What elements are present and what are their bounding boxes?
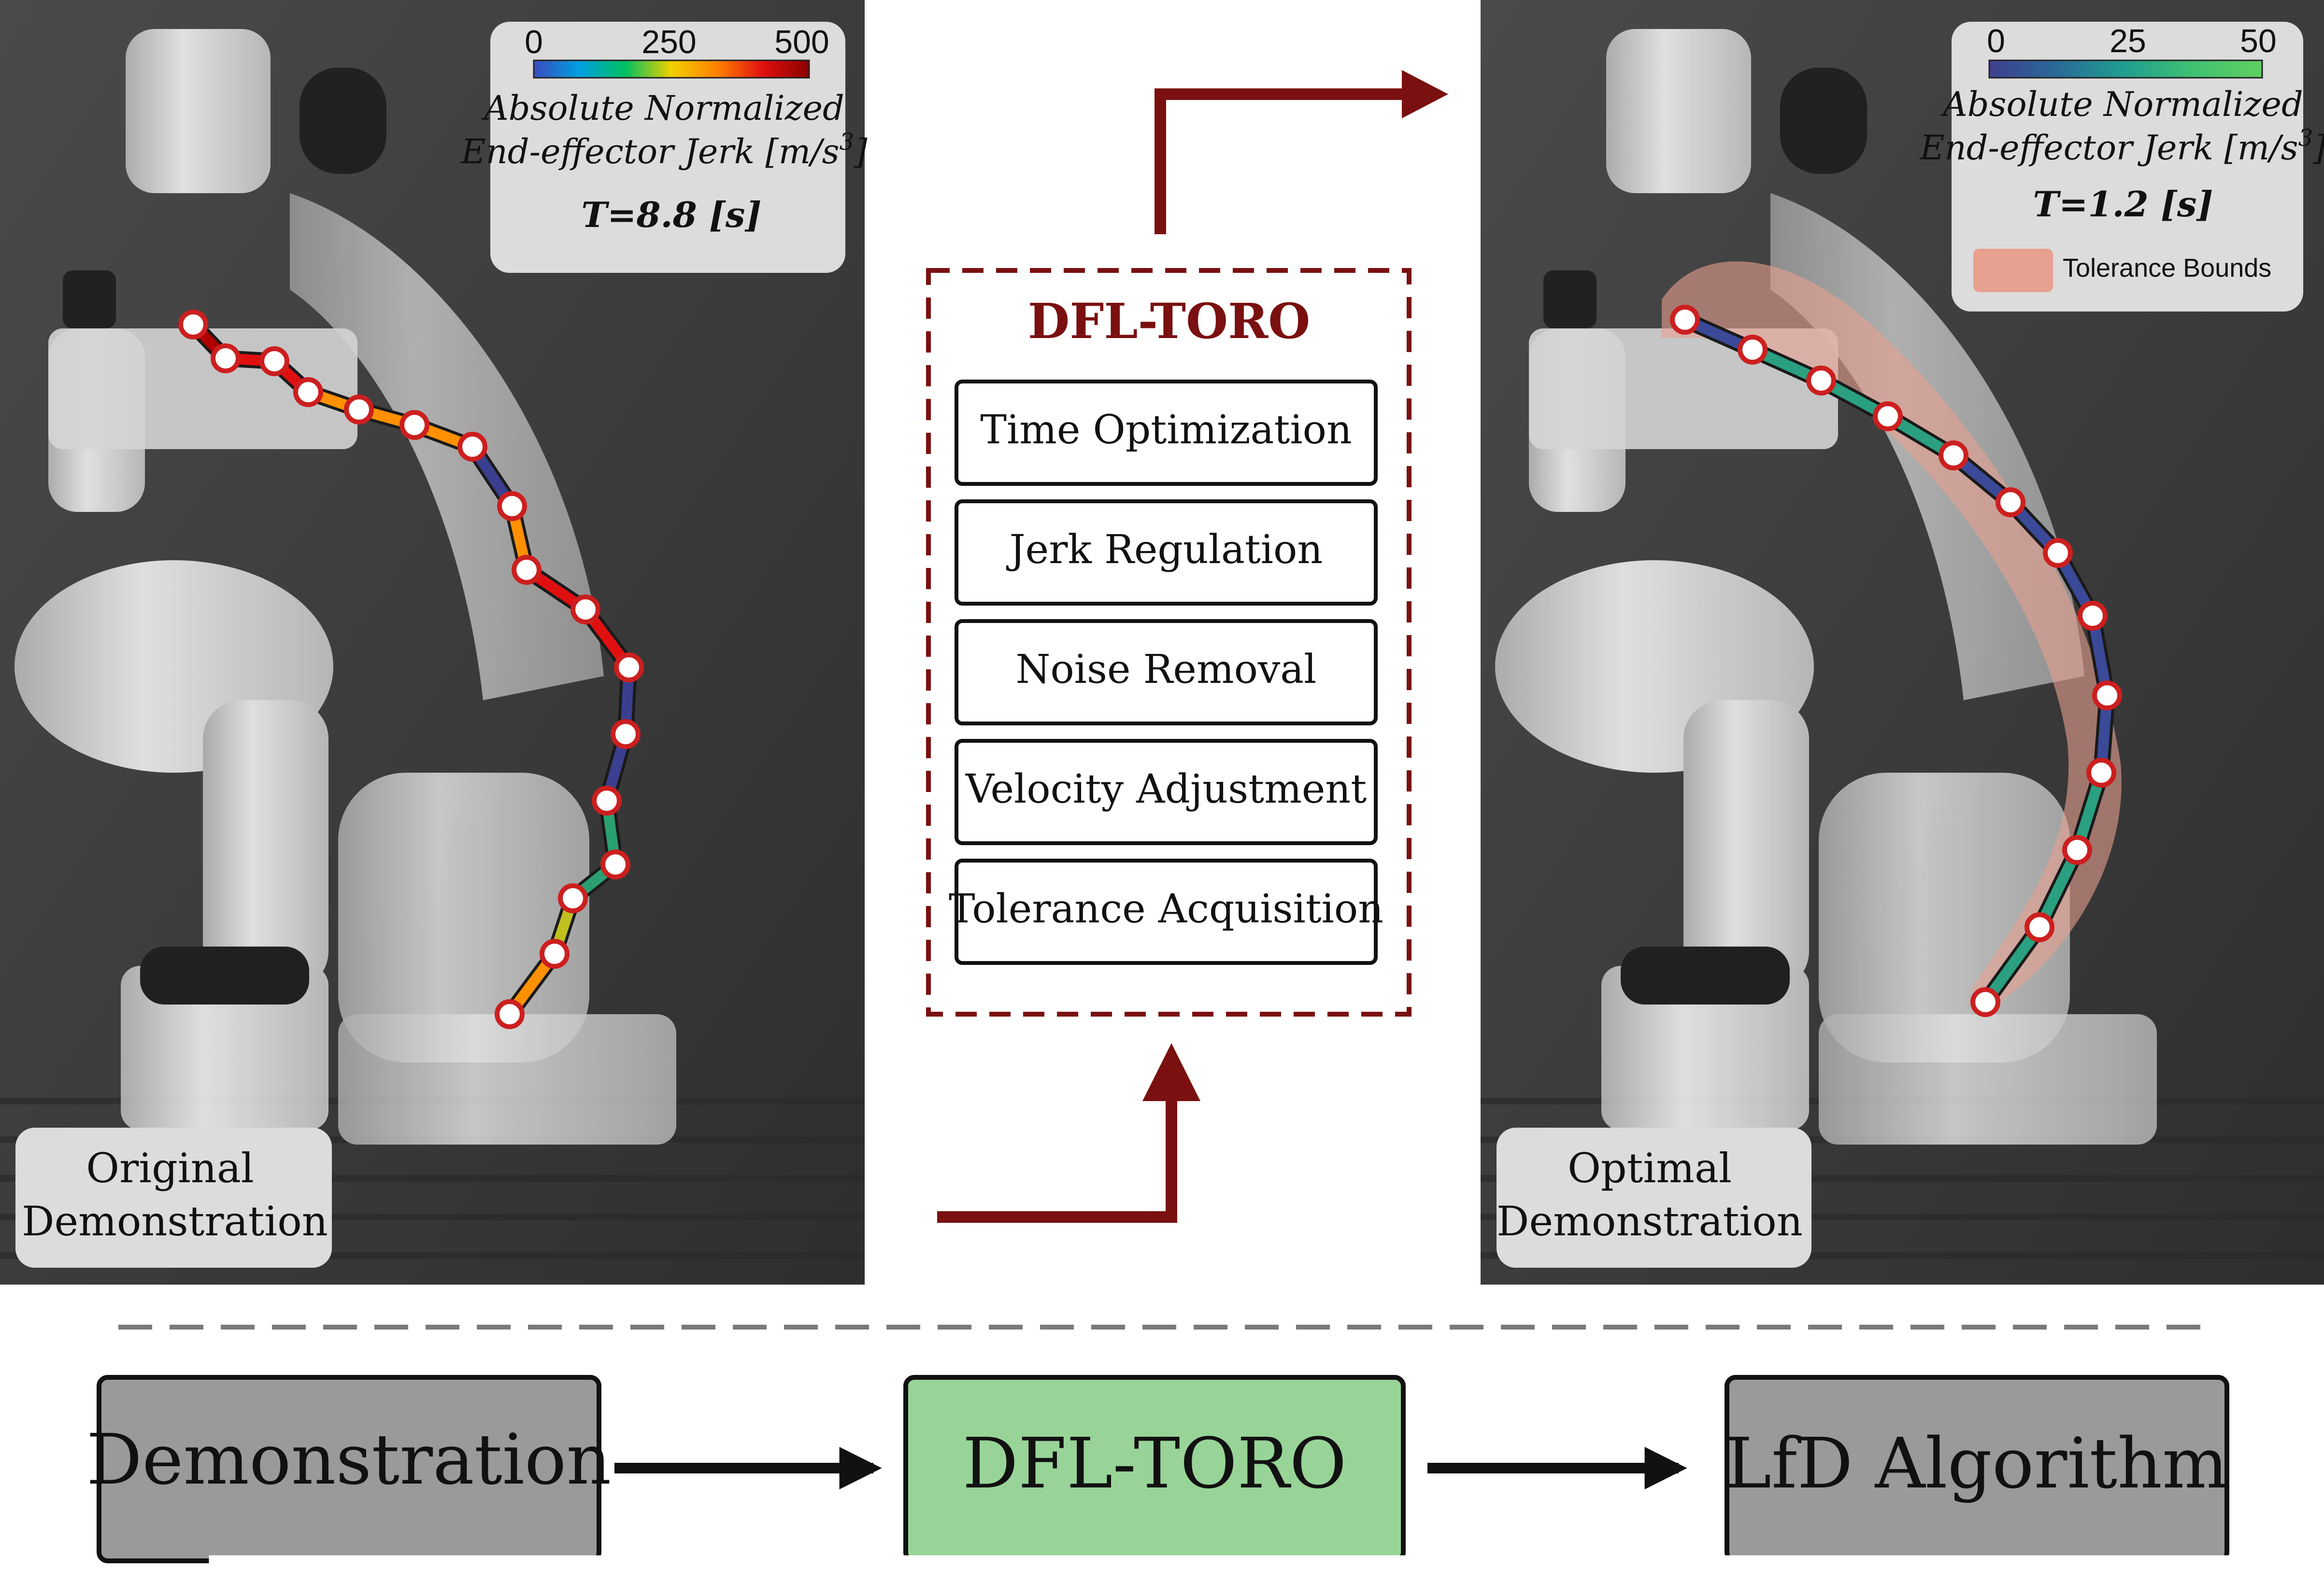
legend-title-line1: Absolute Normalized	[1940, 85, 2303, 124]
colorbar	[534, 60, 809, 78]
center-process: DFL-TORO Time Optimization Jerk Regulatio…	[928, 70, 1448, 1217]
process-step-label: Velocity Adjustment	[965, 766, 1367, 812]
waypoint-marker	[1998, 490, 2023, 515]
pipeline: Demonstration DFL-TORO LfD Algorithm	[86, 1377, 2228, 1561]
colorbar-tick-2: 500	[774, 24, 829, 60]
waypoint-marker	[181, 312, 206, 337]
dfl-toro-title: DFL-TORO	[1028, 293, 1311, 350]
caption-line2: Demonstration	[22, 1198, 328, 1245]
colorbar-tick-1: 25	[2110, 23, 2146, 59]
waypoint-marker	[1941, 443, 1966, 468]
duration-label: T=1.2 [s]	[2033, 184, 2213, 225]
waypoint-marker	[1672, 307, 1697, 332]
pipeline-label-dfl-toro: DFL-TORO	[962, 1423, 1346, 1504]
waypoint-marker	[2027, 915, 2052, 940]
jerk-legend-left: 0 250 500 Absolute Normalized End-effect…	[460, 22, 868, 273]
waypoint-marker	[1973, 990, 1998, 1015]
arrowhead-up	[1142, 1043, 1200, 1101]
waypoint-marker	[594, 788, 619, 813]
waypoint-marker	[2080, 603, 2105, 628]
waypoint-marker	[616, 655, 642, 680]
process-step-label: Jerk Regulation	[1006, 527, 1323, 573]
waypoint-marker	[262, 349, 287, 374]
waypoint-marker	[613, 722, 638, 747]
waypoint-marker	[2089, 760, 2114, 785]
caption-optimal: Optimal Demonstration	[1497, 1128, 1811, 1268]
arrow-bottom-to-up	[937, 1082, 1171, 1217]
tolerance-legend-swatch	[1973, 249, 2053, 292]
waypoint-marker	[514, 557, 539, 582]
process-step-label: Time Optimization	[980, 407, 1352, 453]
waypoint-marker	[2045, 540, 2070, 566]
waypoint-marker	[296, 380, 321, 405]
colorbar-tick-2: 50	[2240, 23, 2277, 59]
waypoint-marker	[603, 852, 628, 877]
waypoint-marker	[497, 1002, 522, 1027]
pipeline-label-lfd-algorithm: LfD Algorithm	[1725, 1423, 2228, 1504]
colorbar-tick-0: 0	[525, 24, 543, 60]
waypoint-marker	[573, 597, 598, 622]
original-demonstration-panel: 0 250 500 Absolute Normalized End-effect…	[0, 0, 868, 1285]
waypoint-marker	[460, 434, 485, 459]
optimal-demonstration-panel: 0 25 50 Absolute Normalized End-effector…	[1481, 0, 2324, 1285]
legend-title-line1: Absolute Normalized	[481, 88, 844, 128]
process-step-label: Tolerance Acquisition	[949, 886, 1383, 932]
waypoint-marker	[213, 346, 238, 371]
waypoint-marker	[560, 886, 585, 911]
waypoint-marker	[1875, 404, 1900, 429]
caption-line1: Original	[86, 1145, 254, 1192]
waypoint-marker	[346, 397, 371, 422]
process-steps: Time Optimization Jerk Regulation Noise Re…	[949, 382, 1383, 963]
colorbar	[1989, 60, 2262, 78]
duration-label: T=8.8 [s]	[582, 194, 762, 235]
legend-title-line2: End-effector Jerk [m/s3]	[1919, 125, 2324, 168]
arrow-up-to-right	[1160, 94, 1403, 234]
caption-original: Original Demonstration	[15, 1128, 332, 1268]
waypoint-marker	[542, 941, 567, 966]
colorbar-tick-1: 250	[642, 24, 696, 60]
waypoint-marker	[499, 494, 525, 519]
process-step-label: Noise Removal	[1016, 647, 1317, 693]
caption-line2: Demonstration	[1497, 1198, 1803, 1245]
arrowhead-right	[1402, 70, 1448, 118]
jerk-legend-right: 0 25 50 Absolute Normalized End-effector…	[1919, 22, 2324, 311]
waypoint-marker	[2095, 683, 2120, 708]
waypoint-marker	[1740, 337, 1765, 362]
waypoint-marker	[2065, 837, 2090, 863]
colorbar-tick-0: 0	[1987, 23, 2005, 59]
pipeline-label-demonstration: Demonstration	[86, 1419, 611, 1500]
caption-line1: Optimal	[1568, 1145, 1732, 1192]
tolerance-legend-label: Tolerance Bounds	[2063, 254, 2271, 283]
legend-title-line2: End-effector Jerk [m/s3]	[460, 128, 868, 171]
waypoint-marker	[402, 412, 427, 438]
waypoint-marker	[1809, 368, 1834, 393]
